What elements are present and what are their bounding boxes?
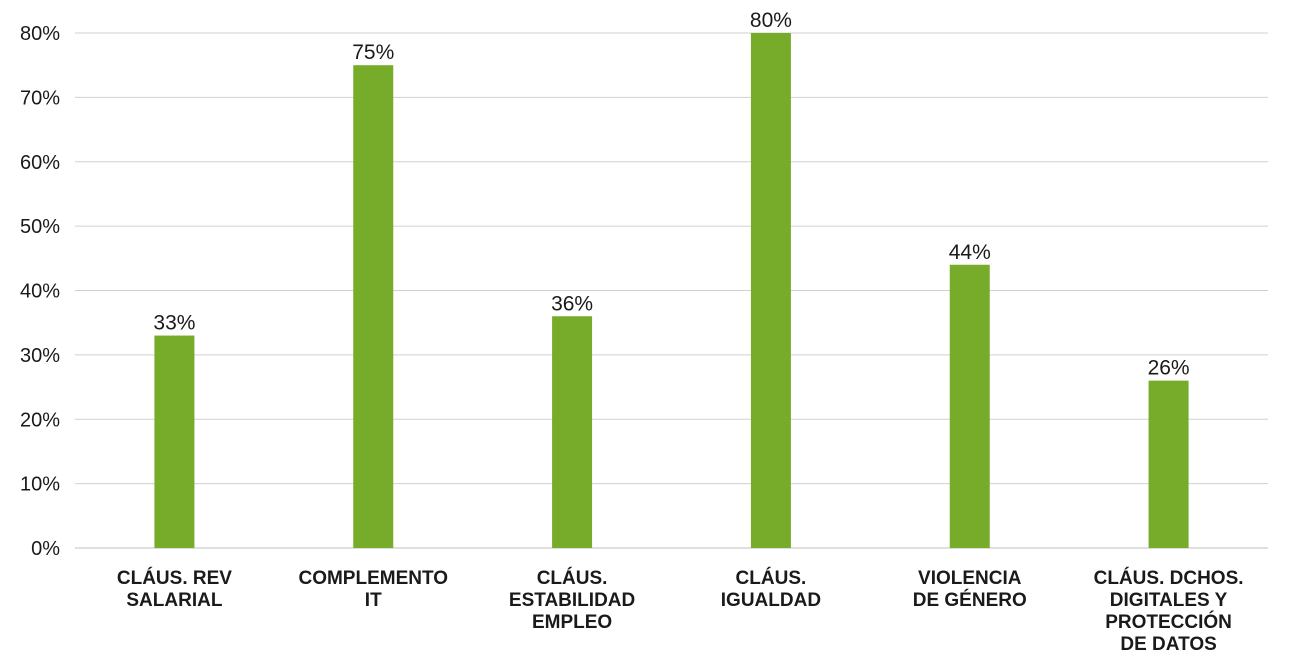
category-label-line: EMPLEO (532, 612, 612, 633)
category-label-line: IT (365, 590, 382, 611)
data-label: 26% (1148, 357, 1190, 380)
category-label-line: SALARIAL (126, 590, 222, 611)
y-axis-ticks: 0% 10% 20% 30% 40% 50% 60% 70% 80% (20, 23, 60, 560)
bars (154, 33, 1189, 548)
bar (750, 33, 791, 548)
category-label-line: DIGITALES Y (1110, 590, 1228, 611)
data-label: 75% (352, 41, 394, 64)
category-label-line: PROTECCIÓN (1105, 611, 1232, 633)
y-tick-label: 60% (20, 152, 60, 174)
category-label-line: CLÁUS. REV (117, 567, 232, 589)
bar (552, 316, 593, 548)
bar (949, 264, 990, 548)
bar (353, 65, 394, 548)
y-tick-label: 10% (20, 474, 60, 496)
y-tick-label: 20% (20, 409, 60, 431)
data-label: 44% (949, 241, 991, 264)
category-label: CLÁUS. REV SALARIAL (117, 567, 232, 611)
bar (1148, 380, 1189, 548)
category-label: CLÁUS. DCHOS. DIGITALES Y PROTECCIÓN DE DAT… (1094, 567, 1244, 655)
category-label-line: VIOLENCIA (918, 568, 1022, 589)
category-label: COMPLEMENTO IT (298, 568, 448, 611)
category-label-line: IGUALDAD (721, 590, 821, 611)
data-label: 36% (551, 292, 593, 315)
category-label-line: CLÁUS. DCHOS. (1094, 567, 1244, 589)
category-label-line: DE GÉNERO (913, 589, 1027, 611)
data-label: 80% (750, 9, 792, 32)
category-label-line: DE DATOS (1120, 634, 1216, 655)
category-label-line: ESTABILIDAD (509, 590, 635, 611)
data-labels: 33% 75% 36% 80% 44% 26% (153, 9, 1189, 380)
category-label: CLÁUS. IGUALDAD (721, 567, 821, 611)
category-label-line: COMPLEMENTO (298, 568, 448, 589)
y-tick-label: 80% (20, 23, 60, 45)
category-label: CLÁUS. ESTABILIDAD EMPLEO (509, 567, 635, 633)
y-tick-label: 50% (20, 216, 60, 238)
y-tick-label: 30% (20, 345, 60, 367)
y-tick-label: 70% (20, 87, 60, 109)
gridlines (75, 32, 1268, 549)
data-label: 33% (153, 312, 195, 335)
category-label: VIOLENCIA DE GÉNERO (913, 568, 1027, 611)
category-label-line: CLÁUS. (736, 567, 807, 589)
category-label-line: CLÁUS. (537, 567, 608, 589)
y-tick-label: 0% (31, 538, 60, 560)
y-tick-label: 40% (20, 281, 60, 303)
bar (154, 335, 195, 548)
